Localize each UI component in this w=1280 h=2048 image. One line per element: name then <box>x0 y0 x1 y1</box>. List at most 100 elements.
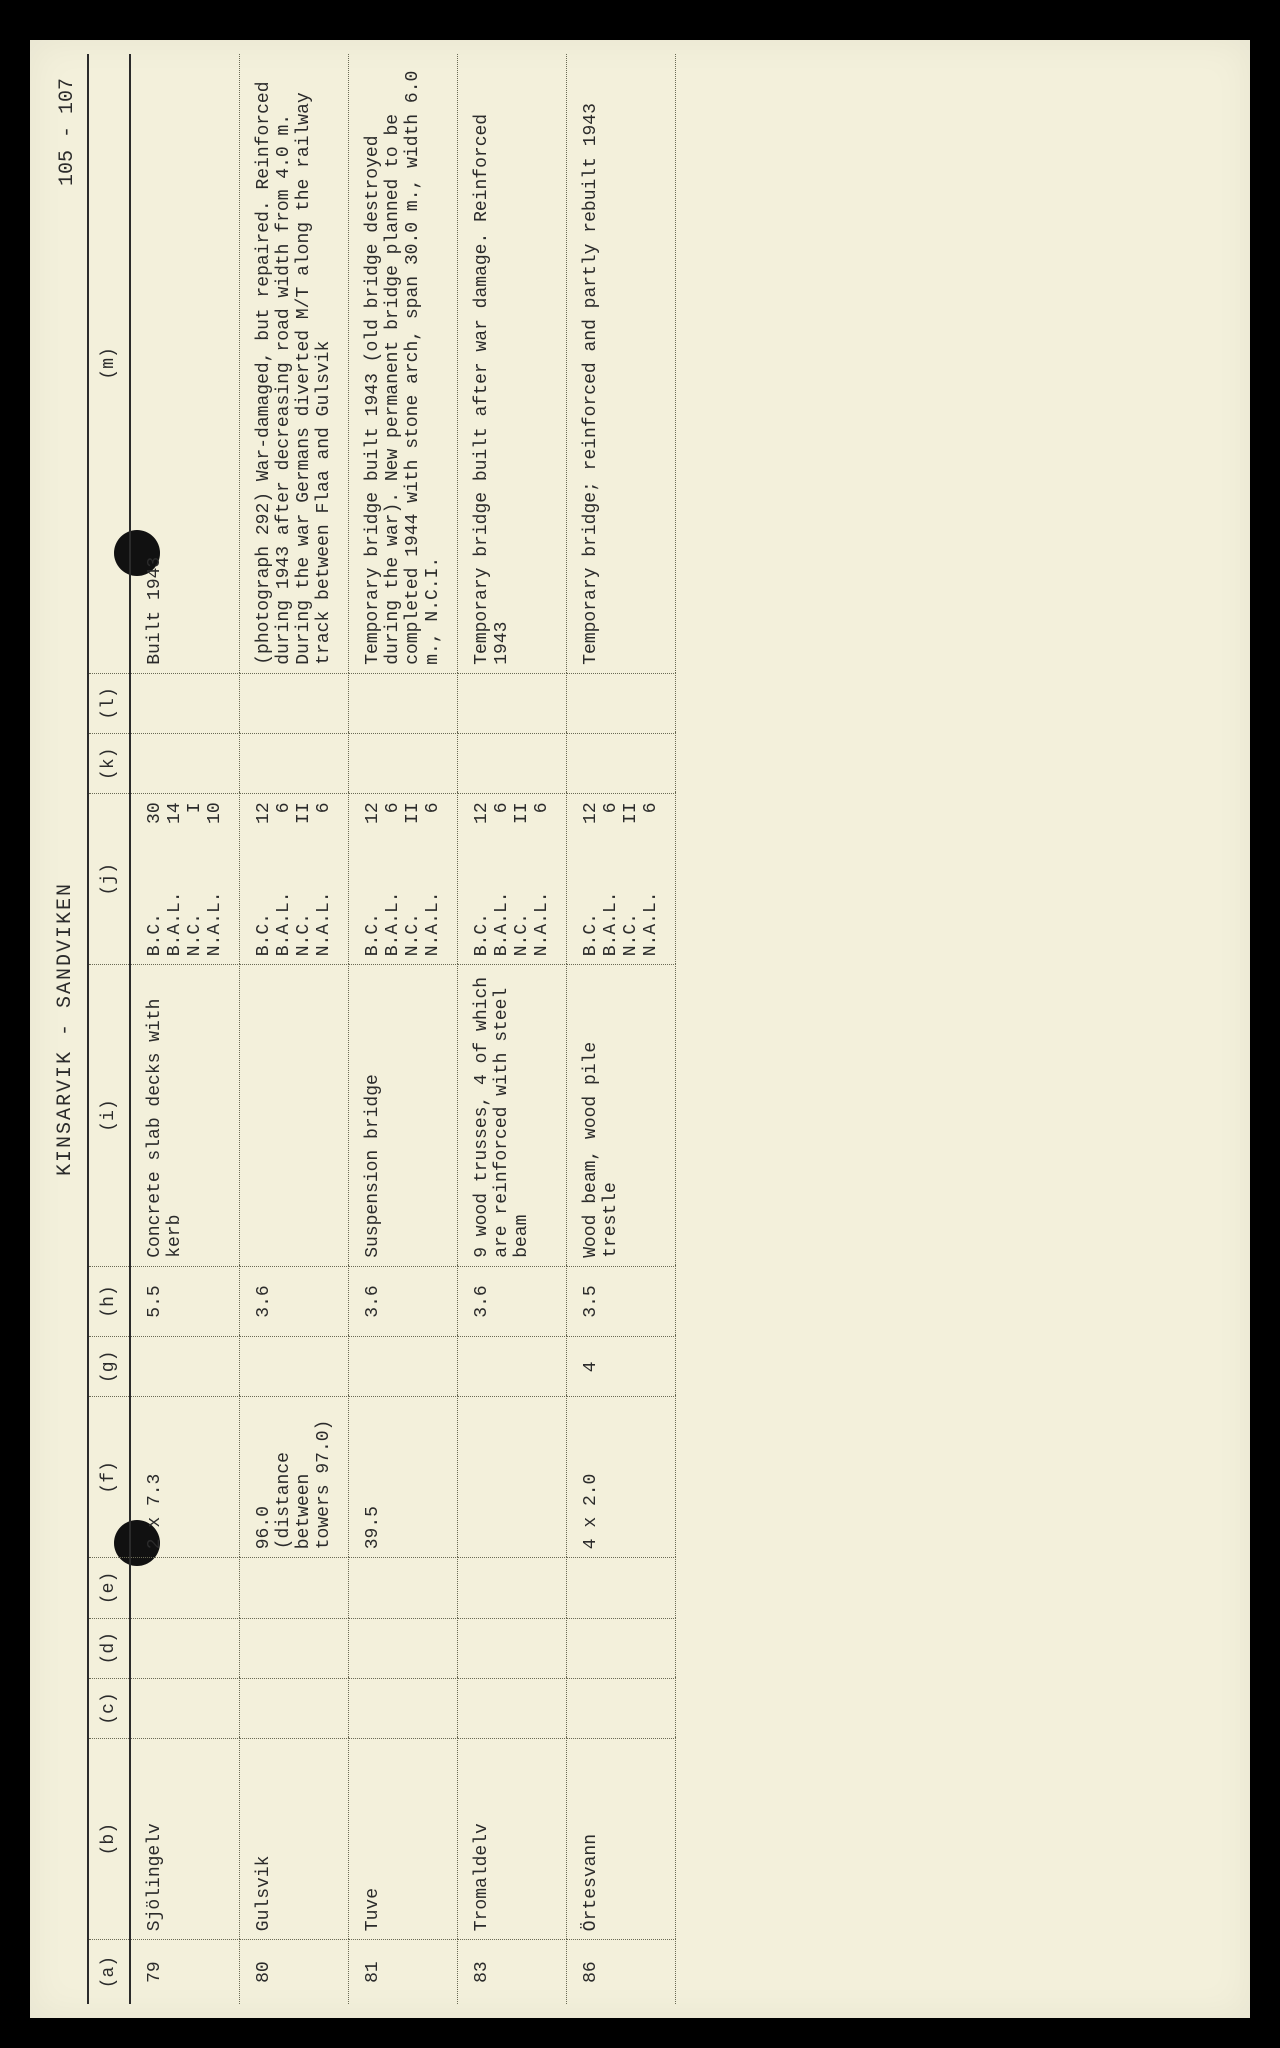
col-header-i: (i) <box>88 965 130 1267</box>
j-value: 6 <box>423 802 443 842</box>
j-label: N.C. <box>403 913 423 956</box>
cell-f: 2 x 7.3 <box>130 1397 240 1558</box>
cell-j: B.C.12B.A.L.6N.C.IIN.A.L.6 <box>240 794 349 965</box>
cell-c <box>458 1678 567 1738</box>
cell-h: 3.6 <box>458 1266 567 1336</box>
j-entry: B.C.12 <box>472 802 492 956</box>
j-value: II <box>621 802 641 842</box>
j-entry: N.C. II <box>621 802 641 956</box>
table-row: 81Tuve39.53.6Suspension bridgeB.C.12B.A.… <box>349 54 458 2004</box>
j-label: B.A.L. <box>383 891 403 956</box>
cell-a: 80 <box>240 1940 349 2004</box>
j-entry: B.C.12 <box>363 802 383 956</box>
j-entry: B.A.L. 6 <box>274 802 294 956</box>
j-label: N.C. <box>512 913 532 956</box>
cell-e <box>240 1558 349 1618</box>
cell-m: Temporary bridge; reinforced and partly … <box>567 54 676 673</box>
cell-j: B.C.30B.A.L.14N.C. IN.A.L.10 <box>130 794 240 965</box>
cell-l <box>349 673 458 733</box>
cell-b: Gulsvik <box>240 1739 349 1940</box>
col-header-a: (a) <box>88 1940 130 2004</box>
col-header-e: (e) <box>88 1558 130 1618</box>
cell-a: 81 <box>349 1940 458 2004</box>
j-label: N.C. <box>621 913 641 956</box>
j-label: N.A.L. <box>314 891 334 956</box>
cell-m: (photograph 292) War-damaged, but repair… <box>240 54 349 673</box>
cell-i <box>240 965 349 1267</box>
j-value: 6 <box>314 802 334 842</box>
cell-i: Concrete slab decks with kerb <box>130 965 240 1267</box>
j-label: B.C. <box>254 913 274 956</box>
cell-h: 3.6 <box>240 1266 349 1336</box>
j-entry: N.C. II <box>294 802 314 956</box>
cell-f: 96.0 (distance between towers 97.0) <box>240 1397 349 1558</box>
j-entry: N.C.II <box>512 802 532 956</box>
j-value: 30 <box>145 802 165 842</box>
cell-e <box>458 1558 567 1618</box>
j-label: B.C. <box>472 913 492 956</box>
rotated-content: 105 - 107 KINSARVIK - SANDVIKEN (a) (b) … <box>50 54 1230 2004</box>
j-label: N.C. <box>185 913 205 956</box>
j-value: I <box>185 802 205 842</box>
j-label: B.C. <box>581 913 601 956</box>
cell-f <box>458 1397 567 1558</box>
cell-c <box>567 1678 676 1738</box>
cell-e <box>567 1558 676 1618</box>
cell-d <box>349 1618 458 1678</box>
cell-m: Temporary bridge built 1943 (old bridge … <box>349 54 458 673</box>
j-label: B.C. <box>363 913 383 956</box>
page-number: 105 - 107 <box>56 78 79 186</box>
j-entry: N.C. II <box>403 802 423 956</box>
table-body: 79Sjölingelv2 x 7.35.5Concrete slab deck… <box>130 54 676 2004</box>
cell-l <box>458 673 567 733</box>
cell-i: Suspension bridge <box>349 965 458 1267</box>
col-header-k: (k) <box>88 734 130 794</box>
j-value: 6 <box>532 802 552 842</box>
j-value: II <box>403 802 423 842</box>
table-row: 79Sjölingelv2 x 7.35.5Concrete slab deck… <box>130 54 240 2004</box>
cell-b: Sjölingelv <box>130 1739 240 1940</box>
cell-j: B.C. 12 B.A.L. 6 N.C. IIN.A.L.6 <box>567 794 676 965</box>
j-entry: B.A.L. 6 <box>601 802 621 956</box>
cell-c <box>240 1678 349 1738</box>
j-label: B.A.L. <box>274 891 294 956</box>
col-header-c: (c) <box>88 1678 130 1738</box>
j-entry: N.A.L. 6 <box>314 802 334 956</box>
j-label: B.A.L. <box>492 891 512 956</box>
cell-g <box>240 1337 349 1397</box>
cell-e <box>349 1558 458 1618</box>
bridge-data-table: (a) (b) (c) (d) (e) (f) (g) (h) (i) (j) … <box>87 54 676 2004</box>
j-value: 6 <box>492 802 512 842</box>
cell-h: 3.6 <box>349 1266 458 1336</box>
j-value: 6 <box>641 802 661 842</box>
col-header-g: (g) <box>88 1337 130 1397</box>
cell-c <box>130 1678 240 1738</box>
cell-a: 86 <box>567 1940 676 2004</box>
cell-k <box>240 734 349 794</box>
cell-g <box>458 1337 567 1397</box>
scan-frame: 105 - 107 KINSARVIK - SANDVIKEN (a) (b) … <box>0 0 1280 2048</box>
cell-h: 3.5 <box>567 1266 676 1336</box>
j-entry: B.C.30 <box>145 802 165 956</box>
j-entry: B.A.L. 6 <box>492 802 512 956</box>
j-value: II <box>294 802 314 842</box>
cell-d <box>567 1618 676 1678</box>
cell-b: Tuve <box>349 1739 458 1940</box>
j-label: N.A.L. <box>205 891 225 956</box>
cell-m: Temporary bridge built after war damage.… <box>458 54 567 673</box>
j-value: 6 <box>274 802 294 842</box>
j-value: 6 <box>383 802 403 842</box>
j-label: N.C. <box>294 913 314 956</box>
j-value: 6 <box>601 802 621 842</box>
j-entry: B.C. 12 <box>581 802 601 956</box>
j-entry: N.A.L.6 <box>532 802 552 956</box>
j-entry: B.A.L.14 <box>165 802 185 956</box>
j-entry: N.A.L.6 <box>641 802 661 956</box>
cell-l <box>130 673 240 733</box>
cell-e <box>130 1558 240 1618</box>
j-entry: B.A.L. 6 <box>383 802 403 956</box>
j-label: B.A.L. <box>601 891 621 956</box>
col-header-h: (h) <box>88 1266 130 1336</box>
j-value: 12 <box>581 802 601 842</box>
j-entry: N.A.L.10 <box>205 802 225 956</box>
